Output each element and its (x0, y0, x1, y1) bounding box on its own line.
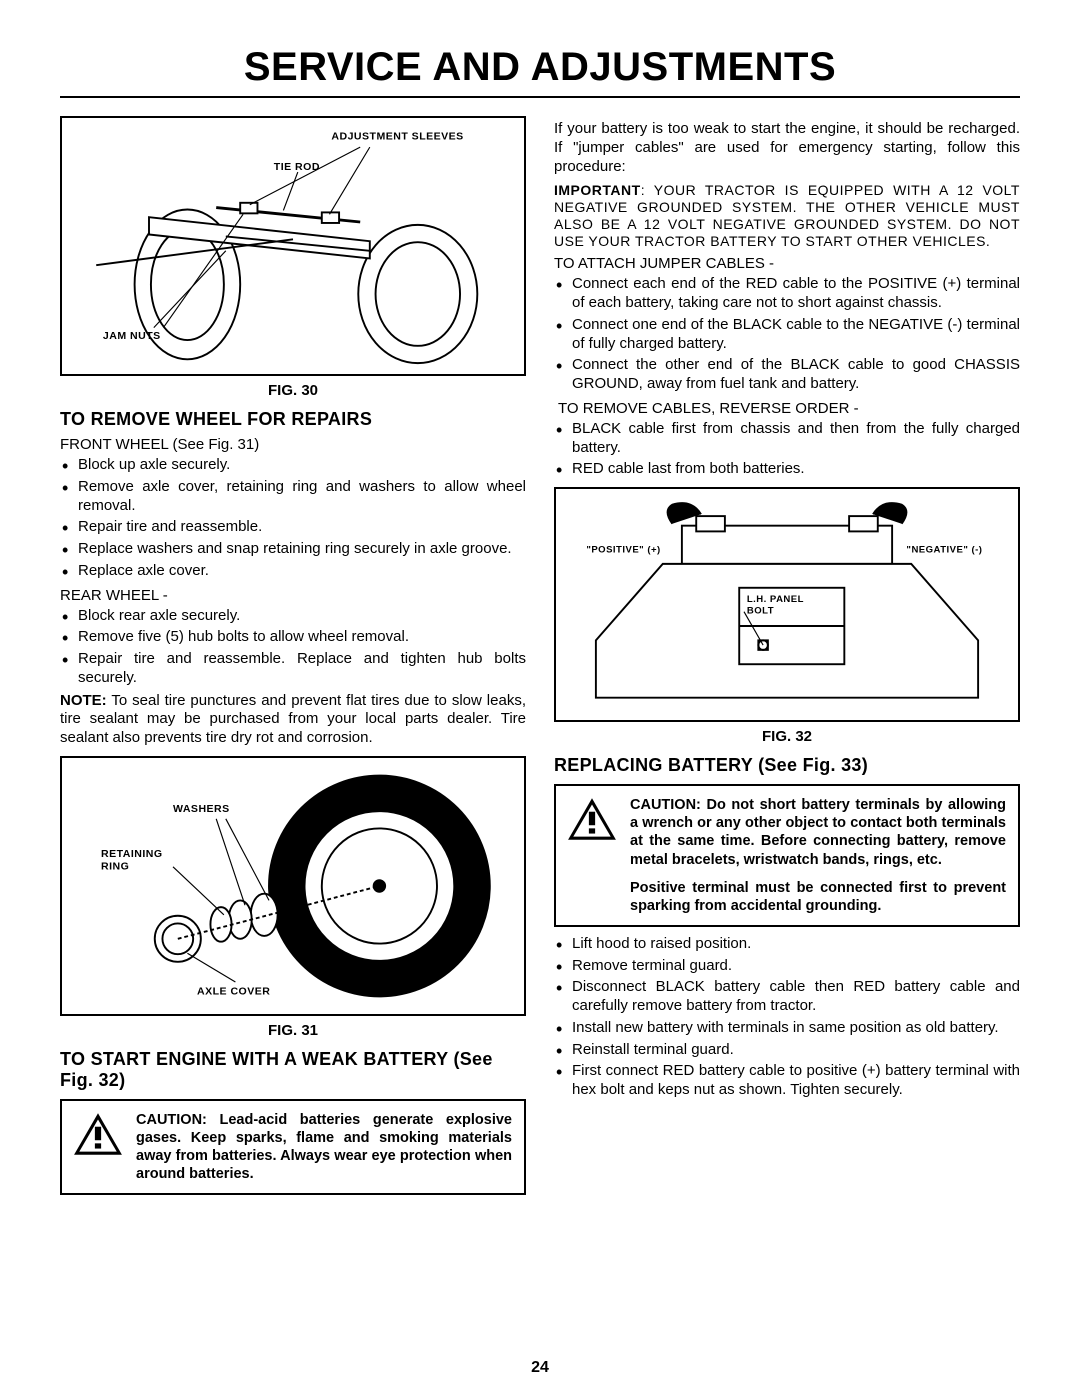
list-item: Replace washers and snap retaining ring … (78, 540, 526, 559)
list-item: Repair tire and reassemble. (78, 518, 526, 537)
heading-remove-wheel: TO REMOVE WHEEL FOR REPAIRS (60, 409, 526, 430)
list-item: Remove five (5) hub bolts to allow wheel… (78, 628, 526, 647)
caution-box-battery-short: CAUTION: Do not short battery termi­nals… (554, 784, 1020, 927)
caution-p1: CAUTION: Do not short battery termi­nals… (630, 796, 1006, 869)
list-item: Remove terminal guard. (572, 957, 1020, 976)
fig31-diagram: WASHERS RETAINING RING AXLE COVER (70, 766, 516, 1006)
remove-list: BLACK cable first from chassis and then … (554, 420, 1020, 479)
list-item: Connect one end of the BLACK cable to th… (572, 316, 1020, 354)
right-column: If your battery is too weak to start the… (554, 116, 1020, 1203)
list-item: Repair tire and reassemble. Replace and … (78, 650, 526, 688)
list-item: Lift hood to raised position. (572, 935, 1020, 954)
replace-steps-list: Lift hood to raised position. Remove ter… (554, 935, 1020, 1100)
caution-box-battery-gases: CAUTION: Lead-acid batteries generate ex… (60, 1099, 526, 1196)
note-body: To seal tire punctures and prevent flat … (60, 692, 526, 747)
heading-replacing-battery: REPLACING BATTERY (See Fig. 33) (554, 755, 1020, 776)
list-item: Disconnect BLACK battery cable then RED … (572, 978, 1020, 1016)
fig31-box: WASHERS RETAINING RING AXLE COVER (60, 756, 526, 1016)
list-item: Remove axle cover, retaining ring and wa… (78, 478, 526, 516)
intro-paragraph: If your battery is too weak to start the… (554, 120, 1020, 176)
fig30-box: ADJUSTMENT SLEEVES TIE ROD JAM NUTS (60, 116, 526, 376)
fig32-diagram: "POSITIVE" (+) "NEGATIVE" (-) L.H. PANEL… (564, 497, 1010, 712)
front-wheel-list: Block up axle securely. Remove axle cove… (60, 456, 526, 581)
note-paragraph: NOTE: To seal tire punctures and prevent… (60, 692, 526, 748)
attach-list: Connect each end of the RED cable to the… (554, 275, 1020, 394)
fig30-label-jam: JAM NUTS (103, 330, 161, 342)
list-item: First connect RED battery cable to posit… (572, 1062, 1020, 1100)
fig31-label-axlecover: AXLE COVER (197, 985, 270, 997)
fig32-caption: FIG. 32 (554, 728, 1020, 745)
fig30-caption: FIG. 30 (60, 382, 526, 399)
fig32-label-panel1: L.H. PANEL (747, 594, 804, 605)
fig30-diagram: ADJUSTMENT SLEEVES TIE ROD JAM NUTS (70, 126, 516, 366)
title-rule (60, 96, 1020, 98)
caution-text-group: CAUTION: Do not short battery termi­nals… (630, 796, 1006, 915)
heading-start-engine: TO START ENGINE WITH A WEAK BATTERY (See… (60, 1049, 526, 1091)
fig32-box: "POSITIVE" (+) "NEGATIVE" (-) L.H. PANEL… (554, 487, 1020, 722)
front-wheel-sub: FRONT WHEEL (See Fig. 31) (60, 436, 526, 453)
list-item: Block rear axle securely. (78, 607, 526, 626)
note-label: NOTE: (60, 692, 107, 709)
list-item: Connect each end of the RED cable to the… (572, 275, 1020, 313)
fig32-label-negative: "NEGATIVE" (-) (906, 545, 982, 556)
page-title: SERVICE AND ADJUSTMENTS (60, 45, 1020, 90)
list-item: Reinstall terminal guard. (572, 1041, 1020, 1060)
list-item: Replace axle cover. (78, 562, 526, 581)
caution-text: CAUTION: Lead-acid batteries generate ex… (136, 1111, 512, 1184)
remove-header: TO REMOVE CABLES, REVERSE ORDER - (558, 400, 1020, 417)
rear-wheel-list: Block rear axle securely. Remove five (5… (60, 607, 526, 688)
attach-header: TO ATTACH JUMPER CABLES - (554, 255, 1020, 272)
page-number: 24 (0, 1359, 1080, 1377)
fig30-label-tierod: TIE ROD (274, 161, 320, 173)
rear-wheel-sub: REAR WHEEL - (60, 587, 526, 604)
fig30-label-adj: ADJUSTMENT SLEEVES (331, 130, 463, 142)
fig31-label-ring: RING (101, 860, 129, 872)
important-label: IMPORTANT (554, 182, 641, 198)
fig32-label-positive: "POSITIVE" (+) (586, 545, 660, 556)
list-item: RED cable last from both batteries. (572, 460, 1020, 479)
warning-icon (72, 1111, 124, 1157)
list-item: BLACK cable first from chassis and then … (572, 420, 1020, 458)
list-item: Block up axle securely. (78, 456, 526, 475)
left-column: ADJUSTMENT SLEEVES TIE ROD JAM NUTS FIG.… (60, 116, 526, 1203)
caution-p2: Positive terminal must be connected firs… (630, 879, 1006, 915)
list-item: Connect the other end of the BLACK cable… (572, 356, 1020, 394)
warning-icon (566, 796, 618, 842)
fig31-caption: FIG. 31 (60, 1022, 526, 1039)
list-item: Install new battery with terminals in sa… (572, 1019, 1020, 1038)
two-column-layout: ADJUSTMENT SLEEVES TIE ROD JAM NUTS FIG.… (60, 116, 1020, 1203)
fig31-label-retaining: RETAINING (101, 848, 163, 860)
important-paragraph: IMPORTANT: YOUR TRACTOR IS EQUIPPED WITH… (554, 182, 1020, 249)
fig31-label-washers: WASHERS (173, 803, 230, 815)
fig32-label-panel2: BOLT (747, 606, 774, 617)
